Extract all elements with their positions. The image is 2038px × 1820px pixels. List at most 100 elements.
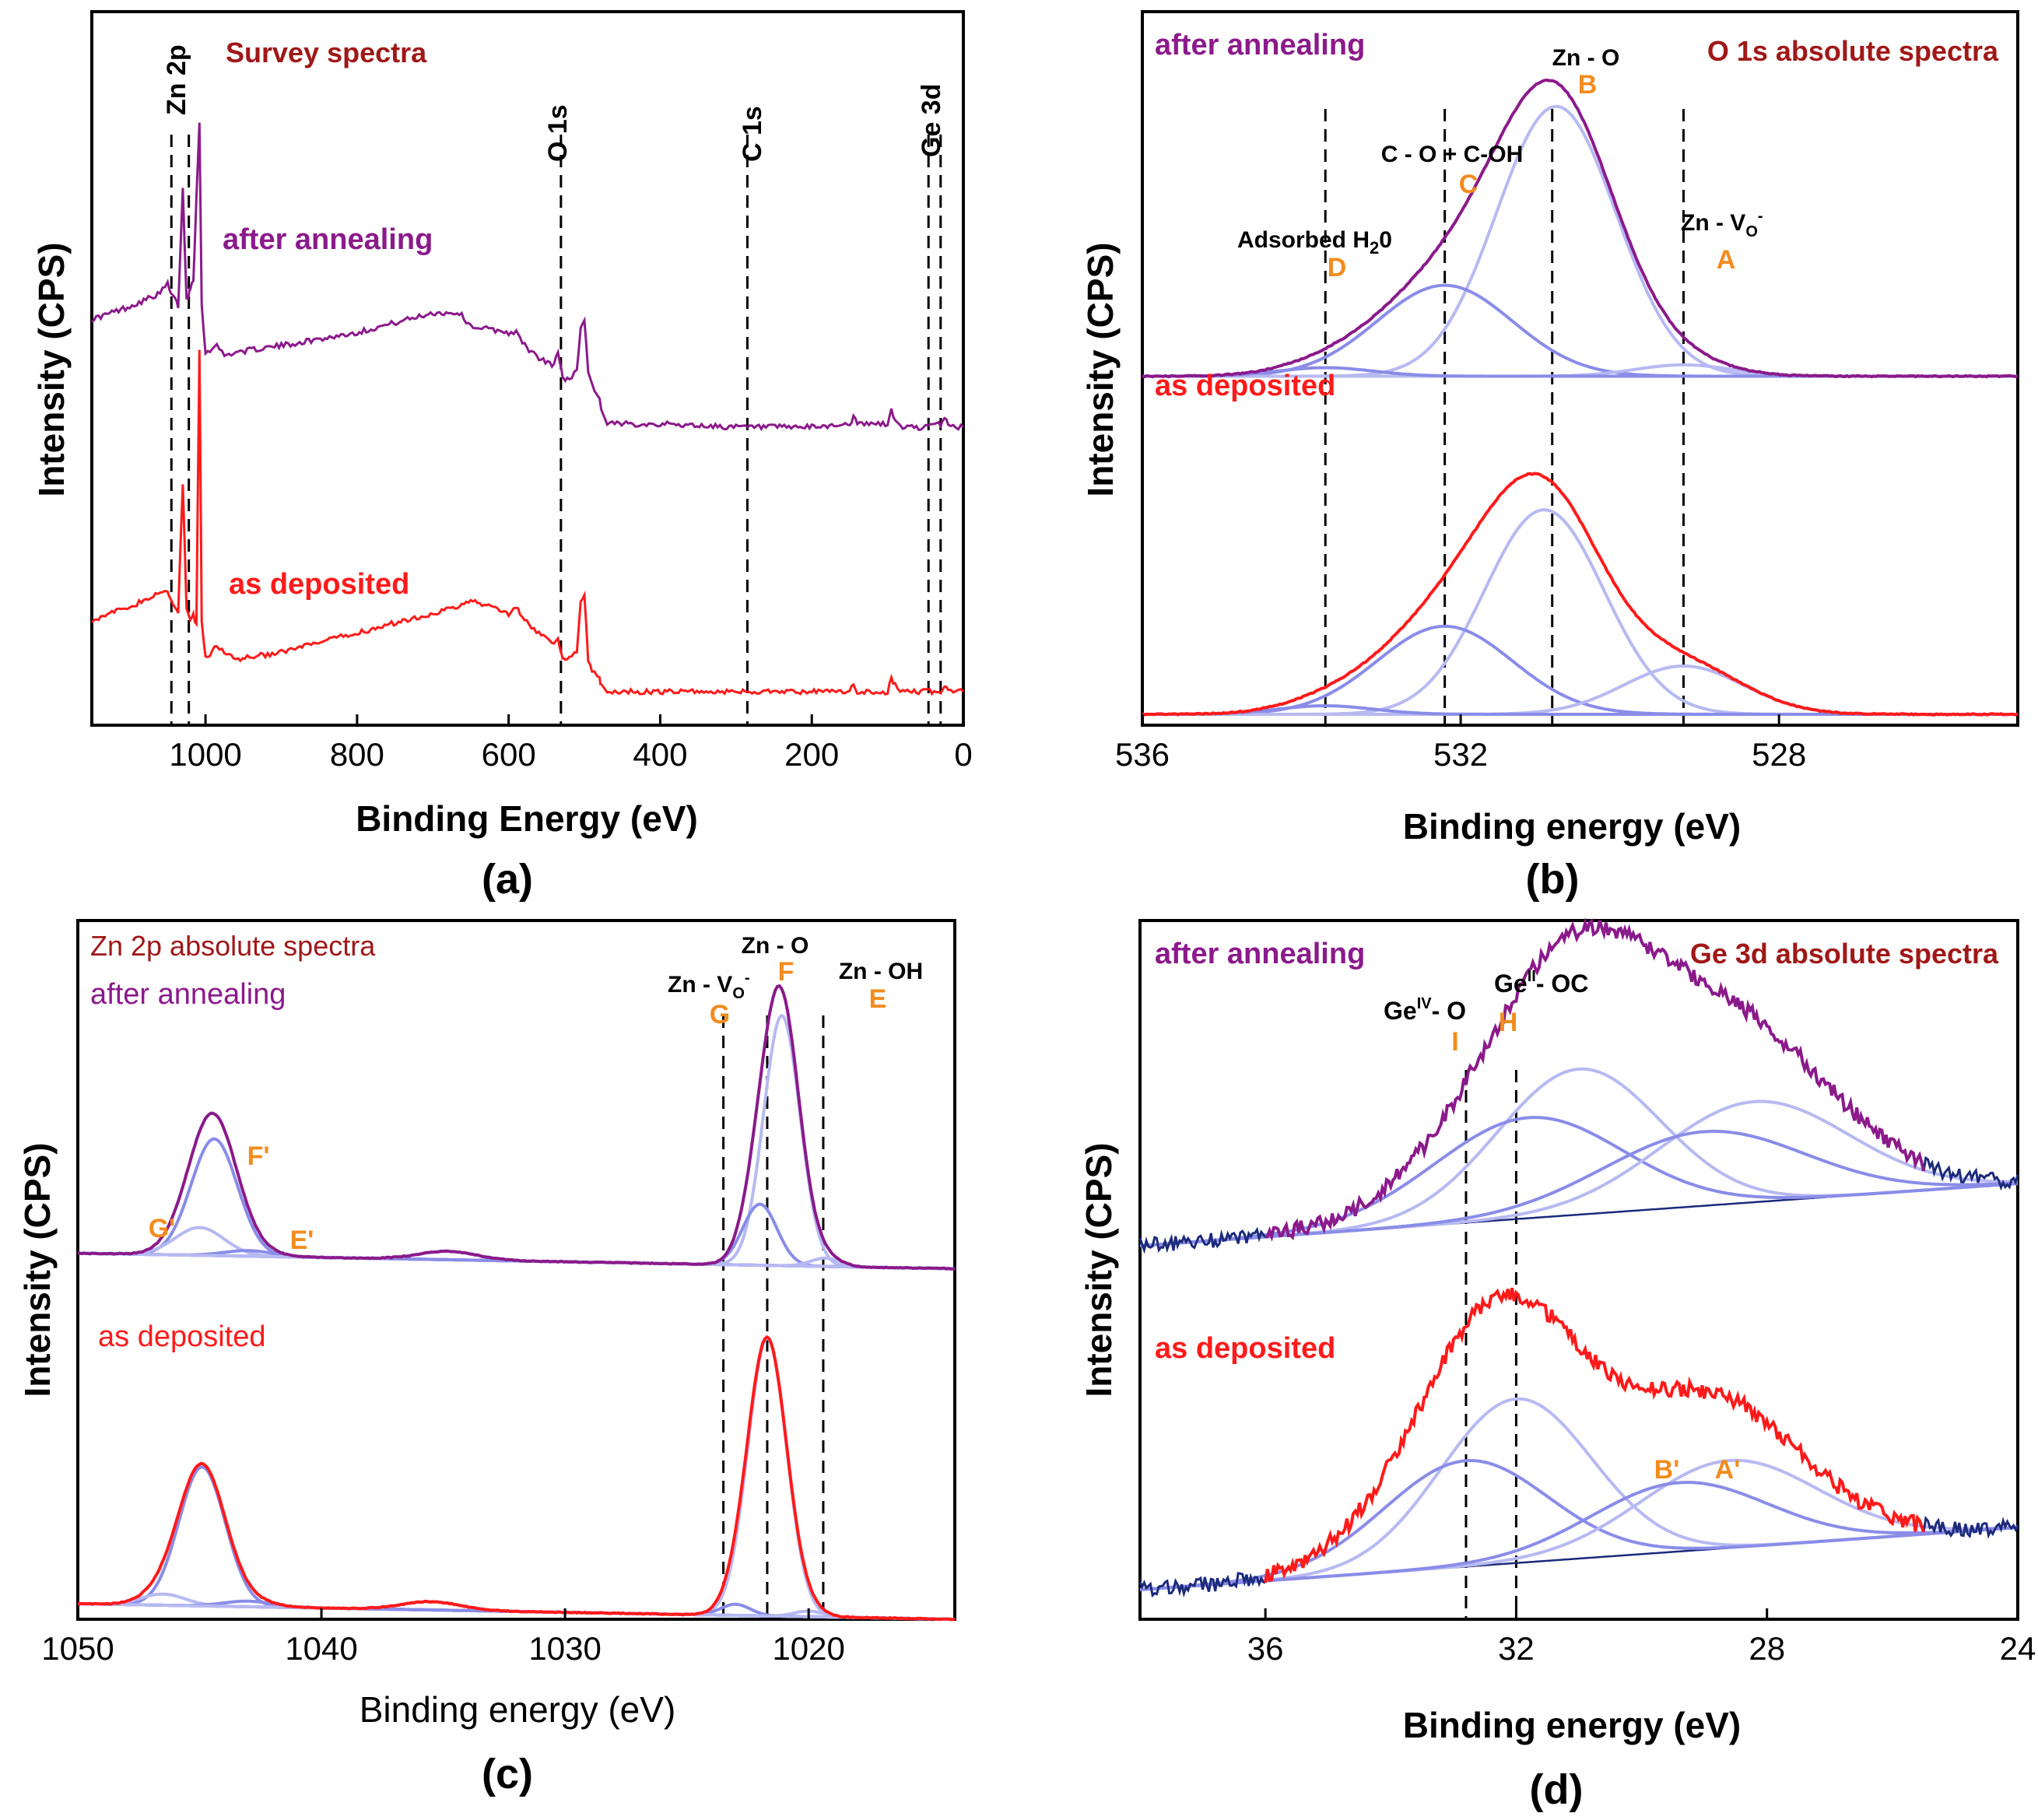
raw-spectrum-tail bbox=[1138, 1572, 1266, 1598]
panel-d-ge3d: 36 32 28 24 after annealing Ge 3d absolute … bbox=[1079, 917, 2036, 1813]
zn-o-label: Zn - O bbox=[1552, 45, 1620, 71]
raw-spectrum-tail bbox=[1138, 1226, 1267, 1254]
panel-c-xlabel: Binding energy (eV) bbox=[360, 1689, 676, 1730]
panel-b-title: O 1s absolute spectra bbox=[1707, 35, 1999, 67]
x-tick-label: 0 bbox=[954, 736, 972, 773]
letter-h: H bbox=[1499, 1008, 1518, 1037]
x-tick-label: 32 bbox=[1498, 1630, 1535, 1667]
panel-d-after-label: after annealing bbox=[1155, 938, 1365, 970]
panel-b-ylabel: Intensity (CPS) bbox=[1080, 242, 1121, 496]
panel-a-survey: 1000 800 600 400 200 0 Survey spectra Zn 2p O… bbox=[31, 10, 973, 903]
x-tick-label: 536 bbox=[1115, 736, 1170, 773]
x-tick-label: 1000 bbox=[169, 736, 241, 773]
panel-b-letter: (b) bbox=[1526, 856, 1580, 903]
letter-a-prime: A' bbox=[1715, 1455, 1741, 1485]
as-deposited-envelope bbox=[1142, 472, 2019, 717]
panel-c-x-ticks: 1050 1040 1030 1020 bbox=[41, 1608, 845, 1667]
panel-b-o1s: 536 532 528 after annealing O 1s absolute … bbox=[1080, 10, 2019, 903]
panel-a-frame bbox=[90, 10, 965, 727]
x-tick-label: 400 bbox=[633, 736, 687, 773]
raw-spectrum-tail bbox=[1922, 1515, 2019, 1539]
x-tick-label: 1040 bbox=[285, 1630, 357, 1667]
panel-b-x-ticks: 536 532 528 bbox=[1115, 714, 1806, 773]
letter-b: B bbox=[1578, 70, 1598, 100]
panel-d-letter: (d) bbox=[1530, 1766, 1584, 1813]
c1s-label: C 1s bbox=[738, 106, 767, 162]
panel-a-x-ticks: 1000 800 600 400 200 0 bbox=[169, 714, 973, 773]
panel-b-deposited-label: as deposited bbox=[1155, 370, 1335, 402]
panel-c-ylabel: Intensity (CPS) bbox=[17, 1142, 58, 1397]
panel-c-letter: (c) bbox=[482, 1751, 533, 1797]
letter-e: E bbox=[869, 984, 887, 1014]
as-deposited-spectrum bbox=[90, 349, 965, 696]
panel-c-after-label: after annealing bbox=[90, 978, 286, 1011]
ge3d-label: Ge 3d bbox=[917, 84, 946, 157]
zn-o-label-c: Zn - O bbox=[742, 933, 809, 959]
x-tick-label: 200 bbox=[784, 736, 839, 773]
panel-d-frame bbox=[1138, 919, 2019, 1621]
fit-component bbox=[1139, 1129, 2019, 1247]
panel-b-frame bbox=[1141, 10, 2019, 727]
zn-vo-label-c: Zn - VO- bbox=[668, 970, 750, 1002]
panel-a-series bbox=[90, 122, 965, 696]
fit-component bbox=[1139, 1481, 2019, 1591]
letter-b-prime: B' bbox=[1654, 1455, 1680, 1485]
panel-b-reference-lines bbox=[1324, 109, 1685, 725]
x-tick-label: 36 bbox=[1247, 1630, 1284, 1667]
letter-i: I bbox=[1451, 1027, 1458, 1057]
letter-a: A bbox=[1717, 245, 1736, 275]
after-annealing-spectrum bbox=[90, 122, 965, 432]
panel-c-series bbox=[77, 984, 956, 1622]
after-annealing-envelope bbox=[77, 984, 956, 1271]
x-tick-label: 28 bbox=[1749, 1630, 1785, 1667]
panel-c-deposited-label: as deposited bbox=[98, 1320, 266, 1353]
x-tick-label: 1030 bbox=[528, 1630, 601, 1667]
panel-a-ylabel: Intensity (CPS) bbox=[31, 242, 72, 496]
c-o-label: C - O + C-OH bbox=[1381, 142, 1524, 167]
panel-a-deposited-label: as deposited bbox=[229, 568, 409, 601]
fit-component bbox=[1142, 283, 2018, 378]
letter-g-prime: G' bbox=[149, 1214, 176, 1243]
panel-d-x-ticks: 36 32 28 24 bbox=[1247, 1608, 2036, 1667]
panel-d-xlabel: Binding energy (eV) bbox=[1403, 1705, 1741, 1745]
x-tick-label: 24 bbox=[2000, 1630, 2036, 1667]
panel-d-series bbox=[1138, 917, 2019, 1598]
panel-d-reference-lines bbox=[1464, 1070, 1517, 1619]
panel-d-ylabel: Intensity (CPS) bbox=[1079, 1142, 1119, 1397]
letter-c: C bbox=[1459, 170, 1479, 199]
after-annealing-envelope bbox=[1265, 917, 1926, 1243]
zn-oh-label: Zn - OH bbox=[839, 959, 923, 984]
panel-c-title: Zn 2p absolute spectra bbox=[90, 930, 376, 962]
panel-b-after-label: after annealing bbox=[1155, 29, 1365, 61]
panel-d-title: Ge 3d absolute spectra bbox=[1690, 938, 1999, 970]
as-deposited-envelope bbox=[1264, 1287, 1925, 1583]
zn-vo-label: Zn - VO- bbox=[1681, 208, 1763, 240]
panel-a-reference-lines bbox=[170, 135, 942, 725]
fit-component bbox=[1142, 624, 2018, 716]
ge-iv-o-label: GeIV- O bbox=[1384, 995, 1466, 1025]
panel-b-series bbox=[1142, 78, 2019, 717]
panel-a-after-label: after annealing bbox=[223, 223, 433, 256]
letter-e-prime: E' bbox=[290, 1226, 314, 1255]
panel-c-zn2p: 1050 1040 1030 1020 Zn 2p absolute spectra … bbox=[17, 919, 956, 1797]
fit-component bbox=[1139, 1397, 2019, 1591]
panel-a-letter: (a) bbox=[482, 856, 533, 903]
x-tick-label: 528 bbox=[1752, 736, 1806, 773]
x-tick-label: 532 bbox=[1433, 736, 1488, 773]
letter-g: G bbox=[710, 1000, 730, 1029]
panel-b-xlabel: Binding energy (eV) bbox=[1403, 806, 1741, 847]
panel-a-xlabel: Binding Energy (eV) bbox=[356, 798, 698, 839]
x-tick-label: 1020 bbox=[772, 1630, 844, 1667]
as-deposited-envelope bbox=[77, 1334, 955, 1622]
after-annealing-envelope bbox=[1142, 78, 2019, 379]
letter-f-prime: F' bbox=[247, 1141, 270, 1171]
fit-component bbox=[1142, 508, 2018, 716]
adsorbed-h2o-label: Adsorbed H20 bbox=[1237, 227, 1392, 258]
x-tick-label: 800 bbox=[330, 736, 384, 773]
panel-a-title: Survey spectra bbox=[226, 37, 427, 68]
raw-spectrum-tail bbox=[1922, 1155, 2019, 1191]
panel-d-deposited-label: as deposited bbox=[1155, 1332, 1335, 1365]
fit-component bbox=[1139, 1067, 2019, 1247]
x-tick-label: 1050 bbox=[41, 1630, 114, 1667]
